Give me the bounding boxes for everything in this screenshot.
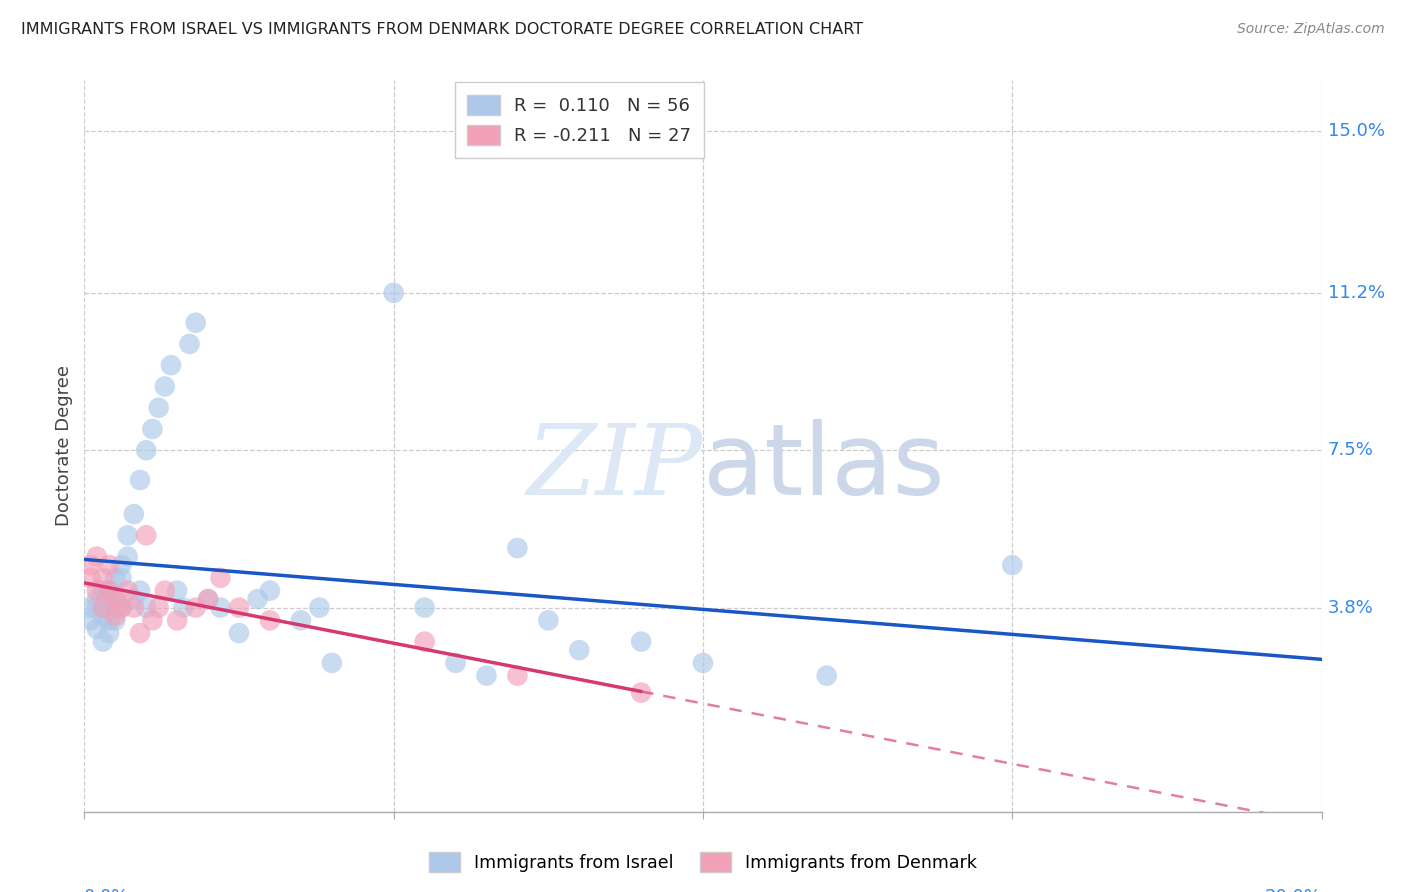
Point — [382, 285, 405, 300]
Point — [630, 634, 652, 648]
Point — [153, 583, 176, 598]
Point — [98, 592, 121, 607]
Point — [259, 613, 281, 627]
Point — [104, 613, 127, 627]
Point — [413, 634, 436, 648]
Point — [568, 643, 591, 657]
Point — [91, 609, 114, 624]
Text: 20.0%: 20.0% — [1265, 888, 1322, 892]
Point — [259, 583, 281, 598]
Point — [506, 541, 529, 555]
Point — [86, 549, 108, 564]
Point — [91, 600, 114, 615]
Point — [444, 656, 467, 670]
Point — [86, 600, 108, 615]
Point — [104, 600, 127, 615]
Point — [148, 401, 170, 415]
Point — [172, 600, 194, 615]
Point — [290, 613, 312, 627]
Point — [413, 600, 436, 615]
Point — [166, 613, 188, 627]
Point — [110, 571, 132, 585]
Point — [129, 473, 152, 487]
Point — [1001, 558, 1024, 572]
Text: atlas: atlas — [703, 419, 945, 516]
Point — [122, 507, 145, 521]
Point — [86, 622, 108, 636]
Point — [148, 600, 170, 615]
Point — [506, 668, 529, 682]
Legend: Immigrants from Israel, Immigrants from Denmark: Immigrants from Israel, Immigrants from … — [422, 845, 984, 879]
Point — [179, 337, 201, 351]
Text: 3.8%: 3.8% — [1327, 599, 1374, 616]
Point — [98, 583, 121, 598]
Text: 0.0%: 0.0% — [84, 888, 129, 892]
Point — [815, 668, 838, 682]
Point — [86, 583, 108, 598]
Point — [117, 583, 139, 598]
Text: ZIP: ZIP — [527, 420, 703, 516]
Point — [79, 600, 101, 615]
Point — [228, 600, 250, 615]
Point — [110, 600, 132, 615]
Point — [79, 571, 101, 585]
Point — [110, 600, 132, 615]
Point — [197, 592, 219, 607]
Point — [184, 316, 207, 330]
Point — [104, 592, 127, 607]
Point — [98, 583, 121, 598]
Y-axis label: Doctorate Degree: Doctorate Degree — [55, 366, 73, 526]
Point — [79, 558, 101, 572]
Text: Source: ZipAtlas.com: Source: ZipAtlas.com — [1237, 22, 1385, 37]
Point — [98, 613, 121, 627]
Point — [129, 626, 152, 640]
Point — [129, 583, 152, 598]
Text: 15.0%: 15.0% — [1327, 122, 1385, 140]
Point — [98, 626, 121, 640]
Point — [86, 592, 108, 607]
Point — [141, 422, 163, 436]
Point — [91, 583, 114, 598]
Point — [141, 613, 163, 627]
Point — [692, 656, 714, 670]
Point — [308, 600, 330, 615]
Point — [98, 558, 121, 572]
Point — [91, 571, 114, 585]
Point — [246, 592, 269, 607]
Point — [91, 600, 114, 615]
Point — [117, 528, 139, 542]
Point — [630, 686, 652, 700]
Point — [209, 571, 232, 585]
Point — [135, 528, 157, 542]
Point — [79, 613, 101, 627]
Point — [184, 600, 207, 615]
Point — [197, 592, 219, 607]
Point — [104, 571, 127, 585]
Point — [160, 358, 183, 372]
Point — [110, 558, 132, 572]
Point — [153, 379, 176, 393]
Point — [122, 600, 145, 615]
Point — [91, 634, 114, 648]
Point — [475, 668, 498, 682]
Point — [122, 592, 145, 607]
Legend: R =  0.110   N = 56, R = -0.211   N = 27: R = 0.110 N = 56, R = -0.211 N = 27 — [454, 82, 704, 158]
Text: IMMIGRANTS FROM ISRAEL VS IMMIGRANTS FROM DENMARK DOCTORATE DEGREE CORRELATION C: IMMIGRANTS FROM ISRAEL VS IMMIGRANTS FRO… — [21, 22, 863, 37]
Point — [228, 626, 250, 640]
Text: 11.2%: 11.2% — [1327, 284, 1385, 301]
Point — [537, 613, 560, 627]
Point — [209, 600, 232, 615]
Text: 7.5%: 7.5% — [1327, 442, 1374, 459]
Point — [104, 592, 127, 607]
Point — [166, 583, 188, 598]
Point — [98, 600, 121, 615]
Point — [135, 443, 157, 458]
Point — [321, 656, 343, 670]
Point — [104, 609, 127, 624]
Point — [135, 600, 157, 615]
Point — [117, 549, 139, 564]
